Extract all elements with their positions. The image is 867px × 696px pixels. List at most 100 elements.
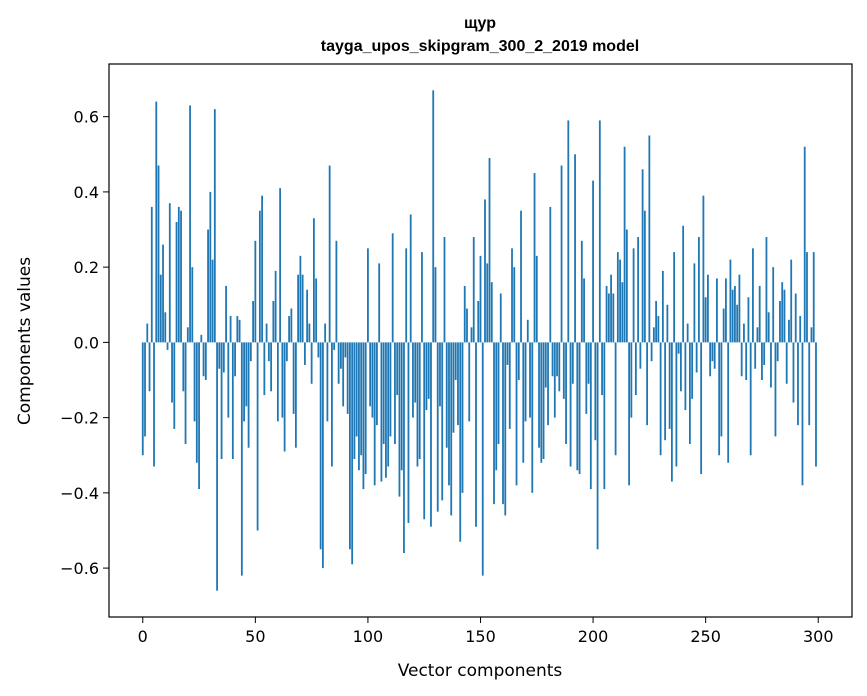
bar xyxy=(673,252,676,343)
bar xyxy=(542,342,545,459)
bar xyxy=(754,342,757,369)
bar xyxy=(535,255,538,343)
bar xyxy=(312,218,315,343)
bar xyxy=(288,316,291,343)
bar xyxy=(758,285,761,343)
bar xyxy=(734,285,736,343)
bar xyxy=(711,342,714,362)
bar xyxy=(389,342,392,437)
bar xyxy=(488,158,491,343)
bar xyxy=(263,342,266,396)
bar xyxy=(508,342,511,429)
bar xyxy=(443,237,446,343)
bar xyxy=(598,120,601,343)
bar xyxy=(409,214,412,343)
bar xyxy=(274,270,277,343)
bar xyxy=(171,342,173,403)
bar xyxy=(522,342,525,463)
bar xyxy=(553,342,556,418)
bar xyxy=(346,342,349,414)
x-tick-label: 300 xyxy=(803,627,834,646)
bar xyxy=(225,285,227,343)
bar xyxy=(204,342,207,380)
bar xyxy=(319,342,322,550)
bar xyxy=(607,293,610,343)
x-tick-label: 200 xyxy=(578,627,609,646)
bar xyxy=(164,312,167,343)
bar xyxy=(254,240,257,343)
bar xyxy=(801,342,804,486)
bar xyxy=(425,342,428,411)
bar xyxy=(252,301,254,343)
bar xyxy=(450,342,453,516)
bar xyxy=(182,342,185,392)
bar xyxy=(198,342,200,490)
bar xyxy=(141,342,144,456)
bar xyxy=(565,342,567,444)
bar xyxy=(562,342,565,399)
bar xyxy=(560,165,563,343)
bar xyxy=(209,191,212,343)
bar xyxy=(745,342,748,380)
bar xyxy=(427,342,430,399)
bar xyxy=(265,323,268,343)
bar xyxy=(623,146,626,343)
bar xyxy=(285,342,288,362)
bar xyxy=(524,342,527,422)
bar xyxy=(713,342,716,369)
bar xyxy=(290,308,293,343)
bar xyxy=(493,342,495,505)
x-tick-label: 100 xyxy=(353,627,384,646)
bar xyxy=(547,342,549,426)
bar xyxy=(749,342,752,456)
bar xyxy=(475,342,477,527)
bar xyxy=(180,210,182,343)
bar xyxy=(308,323,311,343)
bar xyxy=(702,195,705,343)
bar xyxy=(371,342,374,418)
bar xyxy=(718,342,721,456)
bar xyxy=(628,342,630,486)
bar xyxy=(580,240,583,343)
bar xyxy=(783,289,786,343)
bar xyxy=(601,342,603,396)
bar xyxy=(763,342,766,365)
bar xyxy=(243,342,245,422)
bar xyxy=(808,342,811,426)
bar xyxy=(292,342,295,414)
bar xyxy=(506,342,509,365)
bar xyxy=(382,342,385,444)
bar xyxy=(317,342,320,358)
bar xyxy=(387,342,390,467)
bar xyxy=(670,342,673,482)
bar xyxy=(328,165,331,343)
bar xyxy=(423,342,426,520)
bar xyxy=(247,342,250,448)
bar xyxy=(641,169,644,343)
bar xyxy=(788,319,790,343)
bar xyxy=(189,105,191,343)
bar xyxy=(803,146,806,343)
bar xyxy=(407,342,410,523)
x-tick-label: 0 xyxy=(138,627,148,646)
bar xyxy=(418,342,421,459)
bar xyxy=(664,342,667,441)
bar xyxy=(432,90,435,343)
bar xyxy=(468,342,471,422)
bar xyxy=(155,101,158,343)
bar xyxy=(153,342,155,467)
bar xyxy=(448,342,450,486)
bar xyxy=(738,274,741,343)
bar xyxy=(335,240,338,343)
bar xyxy=(412,342,414,418)
bar xyxy=(637,237,640,343)
bar xyxy=(234,342,236,377)
bar xyxy=(781,282,784,343)
bar xyxy=(331,342,333,467)
bar xyxy=(727,342,730,463)
bar xyxy=(222,342,225,373)
bar xyxy=(148,342,151,392)
bar xyxy=(340,342,342,369)
bar xyxy=(677,342,680,354)
bar xyxy=(632,248,635,343)
